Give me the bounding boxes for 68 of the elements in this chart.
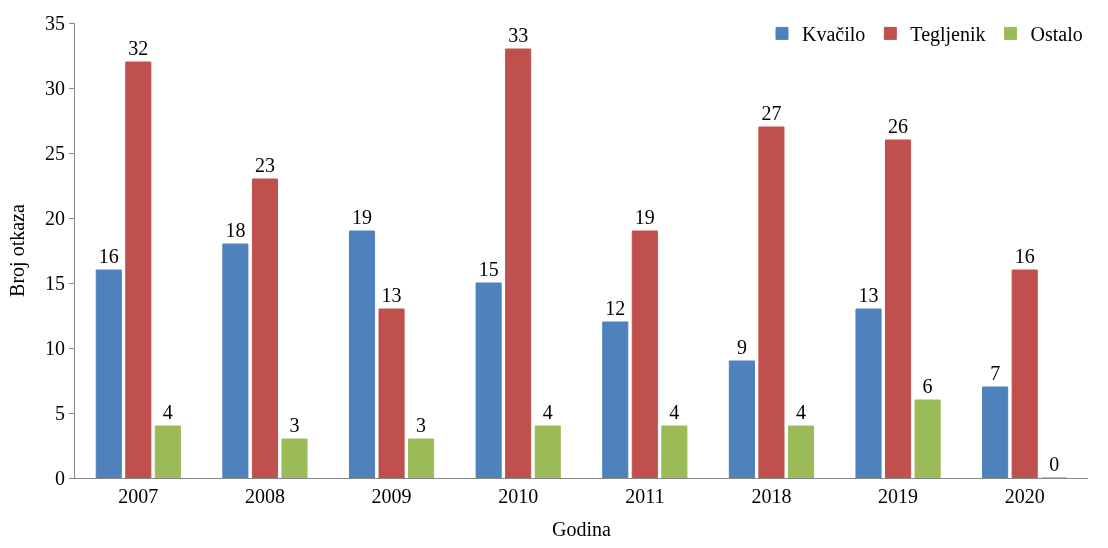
data-label: 12	[605, 297, 626, 319]
bar	[728, 360, 755, 478]
x-tick-label: 2008	[244, 485, 285, 507]
data-label: 9	[736, 336, 747, 358]
bar	[631, 230, 658, 478]
bar	[855, 308, 882, 478]
data-label: 15	[478, 258, 499, 280]
y-tick-label: 25	[45, 142, 65, 164]
legend-label: Ostalo	[1030, 23, 1083, 46]
x-tick-label: 2018	[751, 485, 792, 507]
data-label: 27	[761, 102, 782, 124]
y-tick-label: 15	[45, 272, 65, 294]
data-label: 16	[98, 245, 119, 267]
data-label: 3	[289, 414, 300, 436]
bar	[787, 425, 815, 478]
data-label: 4	[542, 401, 553, 423]
data-label: 19	[352, 206, 373, 228]
data-label: 4	[669, 401, 680, 423]
bar	[408, 438, 435, 478]
bar	[378, 308, 405, 478]
x-tick-label: 2007	[118, 485, 159, 507]
data-label: 13	[381, 284, 402, 306]
y-tick-label: 0	[55, 467, 65, 489]
x-tick-label: 2009	[371, 485, 412, 507]
data-label: 32	[128, 37, 149, 59]
x-tick-label: 2019	[878, 485, 919, 507]
data-label: 16	[1014, 245, 1035, 267]
bar	[348, 230, 376, 478]
bar	[281, 438, 308, 478]
bar	[505, 48, 532, 478]
data-label: 4	[162, 401, 173, 423]
data-label: 13	[858, 284, 879, 306]
bar	[758, 126, 785, 478]
bar	[1011, 269, 1038, 478]
bar	[661, 425, 688, 478]
bar	[95, 269, 122, 478]
data-label: 6	[922, 375, 933, 397]
bar	[885, 139, 912, 478]
data-label: 7	[990, 362, 1001, 384]
legend-label: Kvačilo	[802, 23, 866, 46]
x-tick-label: 2010	[498, 485, 539, 507]
x-tick-label: 2011	[625, 485, 665, 507]
bar	[602, 321, 629, 478]
legend-label: Tegljenik	[910, 23, 986, 47]
bar	[222, 243, 249, 478]
y-tick-label: 5	[55, 402, 65, 424]
x-tick-label: 2020	[1004, 485, 1045, 507]
bar	[154, 425, 181, 478]
bar	[982, 386, 1009, 478]
data-label: 19	[634, 206, 655, 228]
data-label: 3	[416, 414, 427, 436]
y-tick-label: 10	[45, 337, 65, 359]
data-label: 18	[225, 219, 246, 241]
data-label: 4	[795, 401, 806, 423]
bar	[475, 282, 502, 478]
bar	[125, 61, 152, 478]
y-tick-label: 30	[45, 77, 65, 99]
y-tick-label: 20	[45, 207, 65, 229]
x-axis-title: Godina	[552, 517, 612, 540]
data-label: 26	[888, 115, 909, 137]
bar	[534, 425, 561, 478]
y-axis-title: Broj otkaza	[5, 204, 29, 297]
data-label: 0	[1049, 453, 1060, 475]
bar	[914, 399, 941, 478]
data-label: 33	[508, 24, 529, 46]
bar	[251, 178, 278, 478]
y-tick-label: 35	[45, 12, 65, 34]
data-label: 23	[254, 154, 275, 176]
